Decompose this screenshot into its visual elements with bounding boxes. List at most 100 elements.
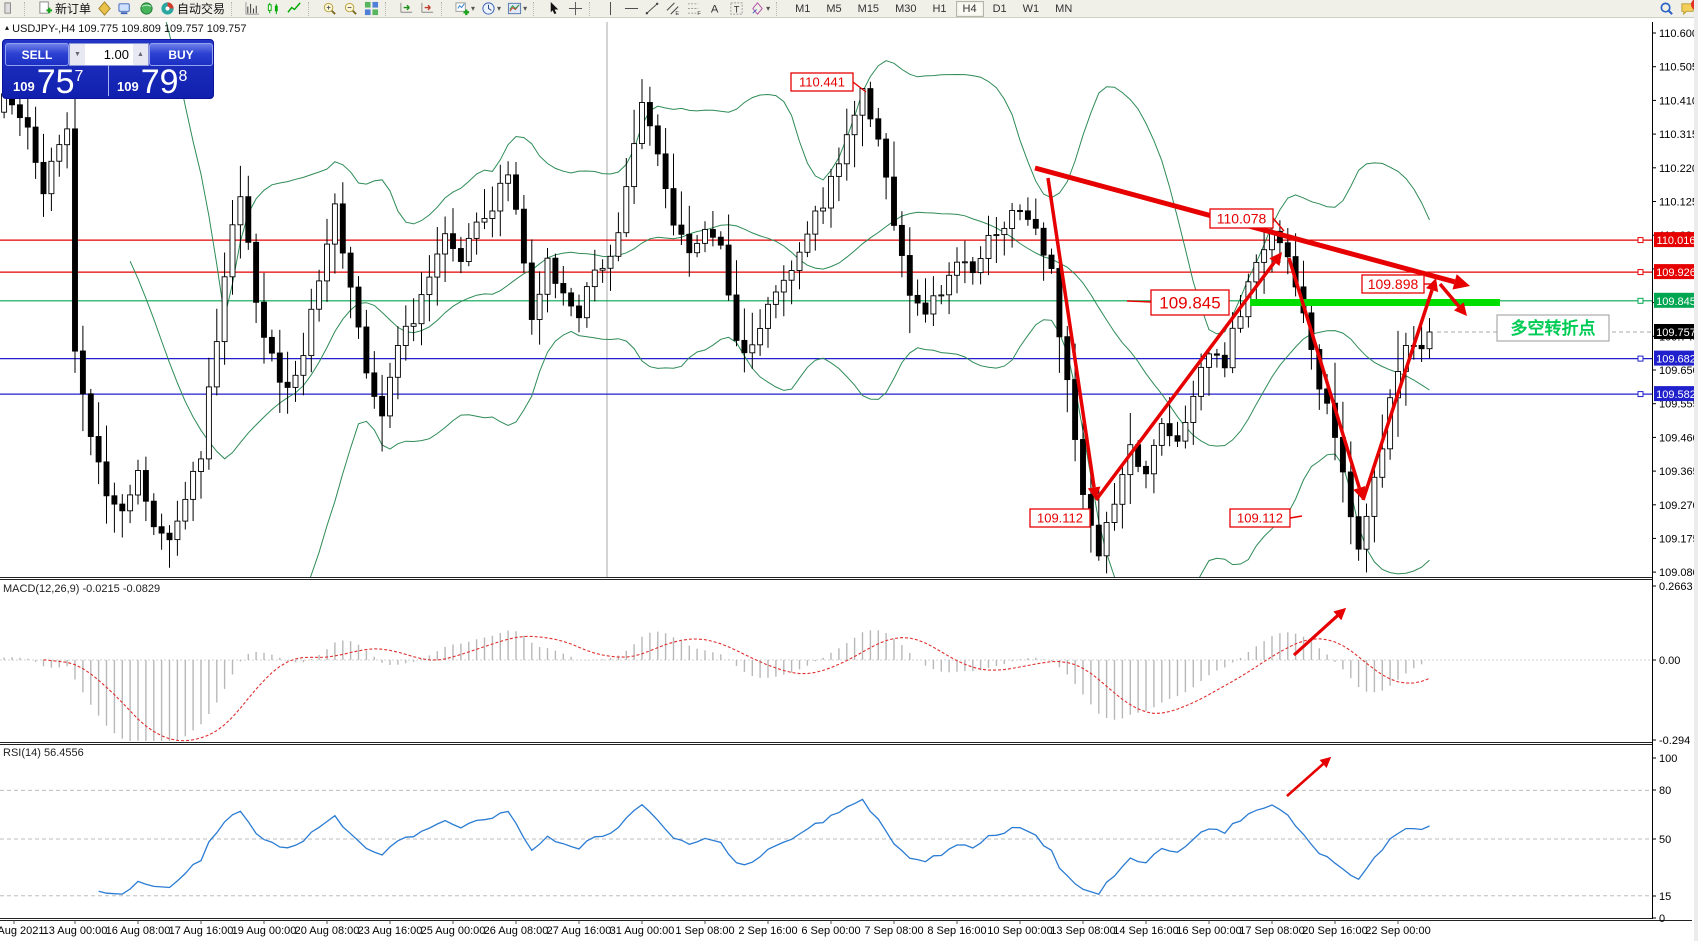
price-label-annotation[interactable]: 109.898 bbox=[1361, 274, 1425, 294]
candle bbox=[709, 229, 716, 238]
vertical-line-icon[interactable] bbox=[600, 1, 621, 17]
zoom-in-icon[interactable] bbox=[319, 1, 340, 17]
timeframe-W1-button[interactable]: W1 bbox=[1022, 2, 1040, 15]
auto-trading-button[interactable]: 自动交易 bbox=[157, 1, 228, 17]
volume-box: ▼ 1.00 ▲ bbox=[69, 43, 149, 66]
line-handle[interactable] bbox=[1637, 237, 1644, 244]
impulse-up-arrow-1[interactable] bbox=[1094, 252, 1282, 502]
volume-increase-button[interactable]: ▲ bbox=[133, 44, 148, 65]
svg-text:110.600: 110.600 bbox=[1659, 28, 1698, 40]
line-chart-icon[interactable] bbox=[284, 1, 305, 17]
candle bbox=[182, 498, 189, 522]
candle bbox=[1347, 471, 1354, 518]
candle bbox=[1371, 476, 1378, 517]
macd-up-arrow[interactable] bbox=[1292, 608, 1346, 657]
candle bbox=[1048, 254, 1055, 269]
candle bbox=[205, 386, 212, 460]
tile-windows-icon[interactable] bbox=[361, 1, 382, 17]
new-order-button[interactable]: 新订单 bbox=[35, 1, 94, 17]
svg-text:E: E bbox=[675, 11, 679, 16]
timeframe-M15-button[interactable]: M15 bbox=[857, 2, 880, 15]
zoom-out-icon[interactable] bbox=[340, 1, 361, 17]
svg-text:20 Sep 16:00: 20 Sep 16:00 bbox=[1302, 925, 1367, 937]
terminal-icon[interactable] bbox=[115, 1, 136, 17]
svg-text:109.112: 109.112 bbox=[1237, 511, 1283, 526]
candle bbox=[308, 308, 315, 357]
timeframe-D1-button[interactable]: D1 bbox=[992, 2, 1007, 15]
periods-button[interactable]: ▾ bbox=[478, 1, 504, 17]
line-handle[interactable] bbox=[1637, 391, 1644, 398]
crosshair-icon[interactable] bbox=[565, 1, 586, 17]
timeframe-H4-button[interactable]: H4 bbox=[955, 0, 984, 17]
timeframe-M30-button[interactable]: M30 bbox=[895, 2, 917, 15]
text-label-icon[interactable]: T bbox=[726, 1, 747, 17]
candle bbox=[1111, 503, 1118, 523]
candlestick-chart-icon[interactable] bbox=[263, 1, 284, 17]
strategy-icon[interactable] bbox=[136, 1, 157, 17]
svg-text:109.270: 109.270 bbox=[1659, 500, 1698, 512]
support-band-annotation[interactable] bbox=[1250, 299, 1500, 306]
bar-chart-icon[interactable] bbox=[242, 1, 263, 17]
sell-button[interactable]: SELL bbox=[5, 43, 69, 66]
svg-text:109.650: 109.650 bbox=[1659, 365, 1698, 377]
price-label-annotation[interactable]: 109.112 bbox=[1229, 508, 1291, 528]
candle bbox=[631, 143, 638, 188]
text-icon[interactable]: A bbox=[705, 1, 726, 17]
price-label-annotation[interactable]: 110.078 bbox=[1209, 208, 1274, 229]
auto-scroll-icon[interactable] bbox=[396, 1, 417, 17]
line-handle[interactable] bbox=[1637, 297, 1644, 304]
candle bbox=[497, 182, 504, 212]
timeframe-M1-button[interactable]: M1 bbox=[795, 2, 811, 15]
price-label-annotation[interactable]: 110.441 bbox=[790, 72, 854, 92]
templates-button[interactable]: ▾ bbox=[504, 1, 530, 17]
timeframe-H1-button[interactable]: H1 bbox=[932, 2, 947, 15]
rejection-down-arrow[interactable] bbox=[1438, 282, 1467, 316]
line-handle[interactable] bbox=[1637, 269, 1644, 276]
rsi-up-arrow[interactable] bbox=[1286, 757, 1331, 797]
svg-text:109.175: 109.175 bbox=[1659, 533, 1698, 545]
impulse-down-arrow-1[interactable] bbox=[1046, 177, 1101, 500]
volume-input[interactable]: 1.00 bbox=[103, 47, 129, 62]
candle bbox=[639, 102, 645, 144]
eraser-icon[interactable] bbox=[94, 1, 115, 17]
buy-button[interactable]: BUY bbox=[149, 43, 213, 66]
impulse-up-arrow-2[interactable] bbox=[1361, 278, 1439, 501]
candle bbox=[394, 345, 401, 378]
horizontal-line-icon[interactable] bbox=[621, 1, 642, 17]
window-edge-icon[interactable] bbox=[0, 1, 21, 17]
svg-text:10 Sep 00:00: 10 Sep 00:00 bbox=[987, 925, 1052, 937]
candle bbox=[1198, 366, 1205, 397]
candle bbox=[1103, 522, 1110, 557]
candle bbox=[930, 295, 937, 315]
volume-decrease-button[interactable]: ▼ bbox=[70, 44, 85, 65]
svg-text:20 Aug 08:00: 20 Aug 08:00 bbox=[295, 925, 360, 937]
candles-layer bbox=[1, 79, 1433, 574]
candle bbox=[820, 207, 827, 212]
downtrend-trendline-arrow[interactable] bbox=[1034, 165, 1470, 290]
chart-shift-icon[interactable] bbox=[417, 1, 438, 17]
sell-price[interactable]: 109 75 7 bbox=[13, 63, 84, 101]
cursor-icon[interactable] bbox=[544, 1, 565, 17]
candle bbox=[1166, 423, 1173, 437]
trendline-icon[interactable] bbox=[642, 1, 663, 17]
search-icon[interactable] bbox=[1656, 1, 1677, 17]
impulse-down-arrow-2[interactable] bbox=[1287, 257, 1366, 500]
svg-text:16 Aug 08:00: 16 Aug 08:00 bbox=[106, 925, 171, 937]
pivot-note[interactable]: 多空转折点 bbox=[1496, 314, 1610, 342]
shapes-button[interactable]: ▾ bbox=[747, 1, 773, 17]
line-handle[interactable] bbox=[1637, 355, 1644, 362]
timeframe-MN-button[interactable]: MN bbox=[1055, 2, 1073, 15]
candle bbox=[457, 248, 464, 262]
candle bbox=[402, 325, 409, 346]
candle bbox=[568, 292, 575, 307]
price-label-annotation[interactable]: 109.845 bbox=[1150, 289, 1230, 316]
fibonacci-icon[interactable]: F bbox=[684, 1, 705, 17]
pane-separators[interactable] bbox=[0, 577, 1692, 921]
timeframe-M5-button[interactable]: M5 bbox=[826, 2, 842, 15]
price-label-annotation[interactable]: 109.112 bbox=[1029, 508, 1091, 528]
channel-icon[interactable]: E bbox=[663, 1, 684, 17]
indicators-button[interactable]: ▾ bbox=[452, 1, 478, 17]
buy-price[interactable]: 109 79 8 bbox=[117, 63, 188, 101]
